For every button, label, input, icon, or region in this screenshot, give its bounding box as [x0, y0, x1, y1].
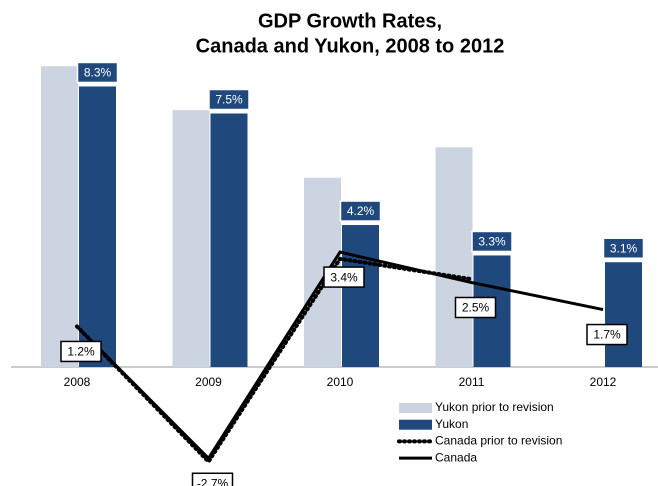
x-tick-label: 2011	[459, 375, 485, 389]
bar	[79, 86, 116, 368]
data-label-box	[471, 230, 513, 253]
legend-swatch	[399, 419, 432, 430]
data-label-box	[60, 340, 102, 363]
legend-label: Canada prior to revision	[435, 434, 562, 448]
x-tick-label: 2008	[64, 375, 91, 389]
legend-swatch	[399, 403, 432, 413]
x-tick-label: 2009	[195, 375, 222, 389]
data-label: 7.5%	[215, 93, 243, 107]
bar	[210, 113, 248, 367]
chart-title: Canada and Yukon, 2008 to 2012	[196, 35, 505, 57]
chart-title: GDP Growth Rates,	[258, 10, 442, 32]
data-label: 1.7%	[593, 328, 621, 342]
legend-label: Canada	[435, 450, 477, 464]
data-label: -2.7%	[197, 476, 229, 486]
legend-label: Yukon prior to revision	[435, 400, 554, 414]
bar	[172, 110, 210, 368]
legend-label: Yukon	[435, 417, 468, 431]
data-label-box	[454, 296, 497, 319]
data-label-box	[191, 472, 234, 486]
x-tick-label: 2010	[327, 375, 354, 389]
data-label-box	[586, 323, 628, 346]
data-label-box	[208, 88, 250, 111]
bar	[342, 225, 379, 367]
data-label: 3.3%	[478, 235, 506, 249]
data-label-box	[323, 266, 365, 288]
bar	[605, 262, 642, 367]
data-label: 4.2%	[347, 204, 375, 218]
data-label: 3.4%	[330, 270, 358, 284]
data-label: 3.1%	[610, 241, 638, 255]
data-label-box	[339, 200, 382, 222]
data-label-box	[602, 237, 645, 259]
data-label-box	[76, 61, 119, 84]
line	[75, 256, 474, 465]
bar	[435, 147, 473, 367]
bar	[41, 66, 78, 368]
data-label: 8.3%	[84, 66, 112, 80]
data-label: 2.5%	[462, 301, 490, 315]
data-label: 1.2%	[67, 345, 95, 359]
line	[75, 250, 604, 461]
x-tick-label: 2012	[590, 375, 617, 389]
